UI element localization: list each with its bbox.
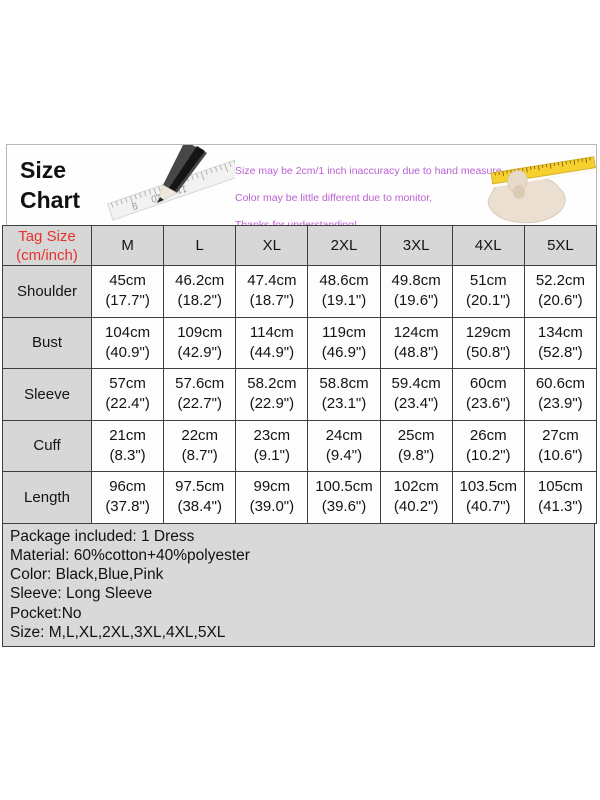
col-head-m: M — [90, 225, 165, 266]
row-label-shoulder: Shoulder — [2, 265, 92, 318]
page-title: Size Chart — [20, 157, 81, 213]
detail-size: Size: M,L,XL,2XL,3XL,4XL,5XL — [10, 623, 226, 641]
cell-shoulder-xl: 47.4cm (18.7") — [235, 265, 309, 318]
cell-bust-2xl: 119cm (46.9") — [307, 316, 381, 369]
cell-shoulder-4xl: 51cm (20.1") — [451, 265, 525, 318]
row-label-bust: Bust — [2, 316, 92, 369]
detail-sleeve: Sleeve: Long Sleeve — [10, 585, 153, 603]
disclaimer-notes: Size may be 2cm/1 inch inaccuracy due to… — [235, 145, 505, 225]
cell-sleeve-5xl: 60.6cm (23.9") — [523, 368, 598, 421]
cell-length-5xl: 105cm (41.3") — [523, 471, 598, 524]
hand-measuring-icon — [478, 145, 596, 225]
table-row-shoulder: Shoulder 45cm (17.7") 46.2cm (18.2") 47.… — [2, 265, 598, 318]
cell-shoulder-2xl: 48.6cm (19.1") — [307, 265, 381, 318]
col-head-2xl: 2XL — [307, 225, 381, 266]
cell-cuff-xl: 23cm (9.1") — [235, 419, 309, 472]
row-label-cuff: Cuff — [2, 419, 92, 472]
detail-color: Color: Black,Blue,Pink — [10, 566, 164, 584]
cell-sleeve-xl: 58.2cm (22.9") — [235, 368, 309, 421]
cell-length-3xl: 102cm (40.2") — [379, 471, 453, 524]
cell-bust-l: 109cm (42.9") — [163, 316, 237, 369]
cell-shoulder-5xl: 52.2cm (20.6") — [523, 265, 598, 318]
row-label-length: Length — [2, 471, 92, 524]
table-row-cuff: Cuff 21cm (8.3") 22cm (8.7") 23cm (9.1")… — [2, 419, 598, 472]
content-block: Size Chart 9 10 11 Size — [0, 144, 600, 648]
pencil-ruler-icon: 9 10 11 — [106, 145, 265, 225]
cell-bust-xl: 114cm (44.9") — [235, 316, 309, 369]
cell-cuff-2xl: 24cm (9.4") — [307, 419, 381, 472]
detail-material: Material: 60%cotton+40%polyester — [10, 546, 250, 564]
note-line-1: Size may be 2cm/1 inch inaccuracy due to… — [235, 165, 505, 177]
detail-package: Package included: 1 Dress — [10, 527, 195, 545]
table-row-bust: Bust 104cm (40.9") 109cm (42.9") 114cm (… — [2, 316, 598, 369]
cell-length-l: 97.5cm (38.4") — [163, 471, 237, 524]
cell-cuff-3xl: 25cm (9.8") — [379, 419, 453, 472]
cell-bust-4xl: 129cm (50.8") — [451, 316, 525, 369]
cell-sleeve-m: 57cm (22.4") — [90, 368, 165, 421]
cell-cuff-m: 21cm (8.3") — [90, 419, 165, 472]
cell-length-4xl: 103.5cm (40.7") — [451, 471, 525, 524]
cell-length-xl: 99cm (39.0") — [235, 471, 309, 524]
cell-sleeve-2xl: 58.8cm (23.1") — [307, 368, 381, 421]
col-head-4xl: 4XL — [451, 225, 525, 266]
row-label-sleeve: Sleeve — [2, 368, 92, 421]
detail-pocket: Pocket:No — [10, 604, 82, 622]
cell-shoulder-m: 45cm (17.7") — [90, 265, 165, 318]
table-row-length: Length 96cm (37.8") 97.5cm (38.4") 99cm … — [2, 471, 598, 524]
table-row-sleeve: Sleeve 57cm (22.4") 57.6cm (22.7") 58.2c… — [2, 368, 598, 421]
note-line-2: Color may be little different due to mon… — [235, 192, 433, 204]
cell-bust-m: 104cm (40.9") — [90, 316, 165, 369]
svg-text:9: 9 — [130, 199, 138, 211]
cell-length-2xl: 100.5cm (39.6") — [307, 471, 381, 524]
cell-sleeve-4xl: 60cm (23.6") — [451, 368, 525, 421]
col-head-xl: XL — [235, 225, 309, 266]
cell-sleeve-l: 57.6cm (22.7") — [163, 368, 237, 421]
cell-shoulder-l: 46.2cm (18.2") — [163, 265, 237, 318]
cell-bust-5xl: 134cm (52.8") — [523, 316, 598, 369]
cell-shoulder-3xl: 49.8cm (19.6") — [379, 265, 453, 318]
size-table: Tag Size (cm/inch) M L XL 2XL 3XL 4XL 5X… — [2, 225, 598, 524]
cell-cuff-5xl: 27cm (10.6") — [523, 419, 598, 472]
cell-bust-3xl: 124cm (48.8") — [379, 316, 453, 369]
cell-cuff-l: 22cm (8.7") — [163, 419, 237, 472]
col-head-5xl: 5XL — [523, 225, 598, 266]
cell-sleeve-3xl: 59.4cm (23.4") — [379, 368, 453, 421]
product-details-block: Package included: 1 Dress Material: 60%c… — [2, 522, 595, 648]
note-line-3: Thanks for understanding! — [235, 219, 357, 225]
col-head-3xl: 3XL — [379, 225, 453, 266]
cell-length-m: 96cm (37.8") — [90, 471, 165, 524]
table-header-row: Tag Size (cm/inch) M L XL 2XL 3XL 4XL 5X… — [2, 225, 598, 266]
cell-cuff-4xl: 26cm (10.2") — [451, 419, 525, 472]
corner-cell-tag-size: Tag Size (cm/inch) — [2, 225, 92, 266]
header-band: Size Chart 9 10 11 Size — [6, 144, 597, 225]
col-head-l: L — [163, 225, 237, 266]
